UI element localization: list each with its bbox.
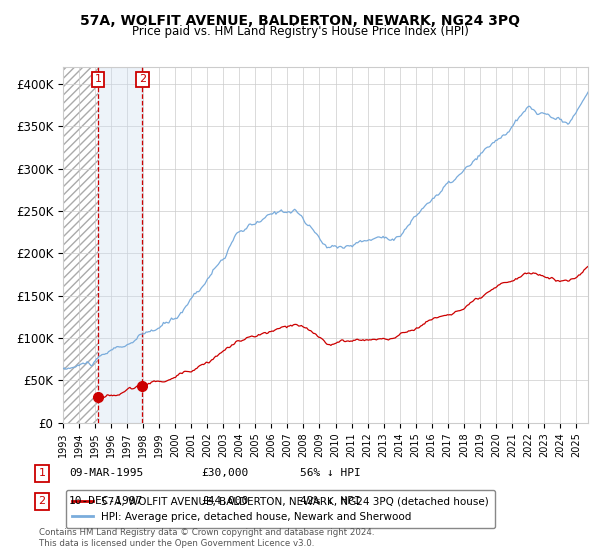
Text: 42% ↓ HPI: 42% ↓ HPI [300,496,361,506]
Text: 10-DEC-1997: 10-DEC-1997 [69,496,143,506]
Text: 2: 2 [38,496,46,506]
Text: 09-MAR-1995: 09-MAR-1995 [69,468,143,478]
Legend: 57A, WOLFIT AVENUE, BALDERTON, NEWARK, NG24 3PQ (detached house), HPI: Average p: 57A, WOLFIT AVENUE, BALDERTON, NEWARK, N… [65,490,495,528]
Text: Price paid vs. HM Land Registry's House Price Index (HPI): Price paid vs. HM Land Registry's House … [131,25,469,38]
Bar [63,67,98,423]
Text: 57A, WOLFIT AVENUE, BALDERTON, NEWARK, NG24 3PQ: 57A, WOLFIT AVENUE, BALDERTON, NEWARK, N… [80,14,520,28]
Text: 1: 1 [95,74,101,85]
Text: 56% ↓ HPI: 56% ↓ HPI [300,468,361,478]
Text: £44,000: £44,000 [201,496,248,506]
Text: Contains HM Land Registry data © Crown copyright and database right 2024.
This d: Contains HM Land Registry data © Crown c… [39,528,374,548]
Bar [98,67,142,423]
Text: 2: 2 [139,74,146,85]
Text: £30,000: £30,000 [201,468,248,478]
Text: 1: 1 [38,468,46,478]
